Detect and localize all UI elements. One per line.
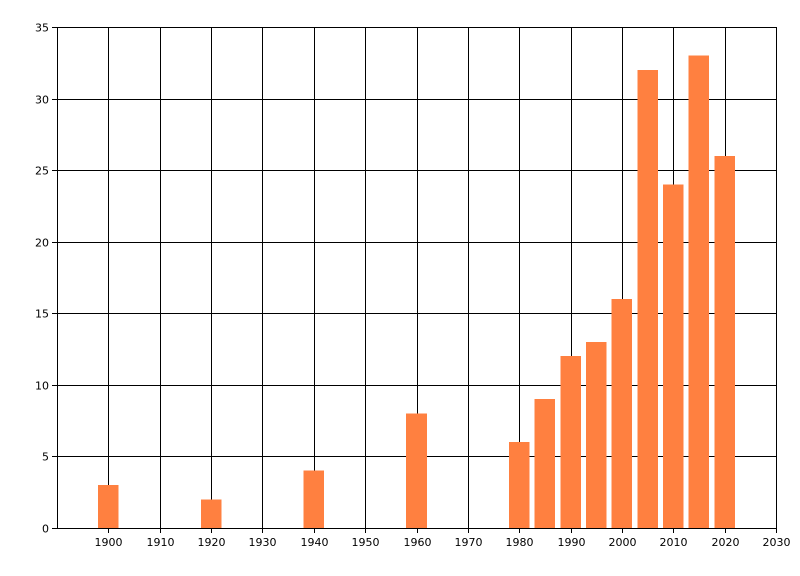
- axes: [52, 27, 777, 533]
- bar: [508, 442, 530, 528]
- bar: [585, 341, 607, 528]
- bar: [560, 356, 581, 528]
- bar: [303, 470, 325, 528]
- bar: [688, 55, 710, 528]
- tick-labels: 0 5 10 15 20 25 30 35 1900 1910 1920 1930 1940 1950 19…: [35, 22, 791, 550]
- bar: [637, 69, 658, 528]
- bar: [611, 298, 633, 528]
- bar: [663, 184, 684, 528]
- x-tick-label: 1960: [404, 536, 432, 549]
- y-tick-label: 10: [35, 380, 49, 393]
- x-tick-label: 1900: [95, 536, 123, 549]
- x-tick-label: 2030: [763, 536, 791, 549]
- bar: [406, 413, 427, 528]
- x-tick-label: 1930: [249, 536, 277, 549]
- x-tick-label: 2010: [660, 536, 688, 549]
- x-tick-label: 1910: [147, 536, 175, 549]
- x-tick-label: 1990: [558, 536, 586, 549]
- y-tick-label: 15: [35, 308, 49, 321]
- bar: [534, 399, 556, 528]
- x-tick-label: 2020: [712, 536, 740, 549]
- x-tick-label: 2000: [609, 536, 637, 549]
- x-tick-label: 1940: [301, 536, 329, 549]
- y-tick-label: 30: [35, 94, 49, 107]
- x-tick-label: 1920: [198, 536, 226, 549]
- bar: [200, 499, 222, 528]
- y-tick-label: 5: [42, 451, 49, 464]
- y-tick-label: 0: [42, 523, 49, 536]
- y-tick-label: 35: [35, 22, 49, 35]
- x-tick-label: 1980: [506, 536, 534, 549]
- y-tick-label: 25: [35, 165, 49, 178]
- x-tick-label: 1950: [352, 536, 380, 549]
- bar: [98, 485, 119, 528]
- bars: [98, 55, 735, 529]
- y-tick-label: 20: [35, 237, 49, 250]
- bar: [714, 155, 735, 529]
- x-tick-label: 1970: [455, 536, 483, 549]
